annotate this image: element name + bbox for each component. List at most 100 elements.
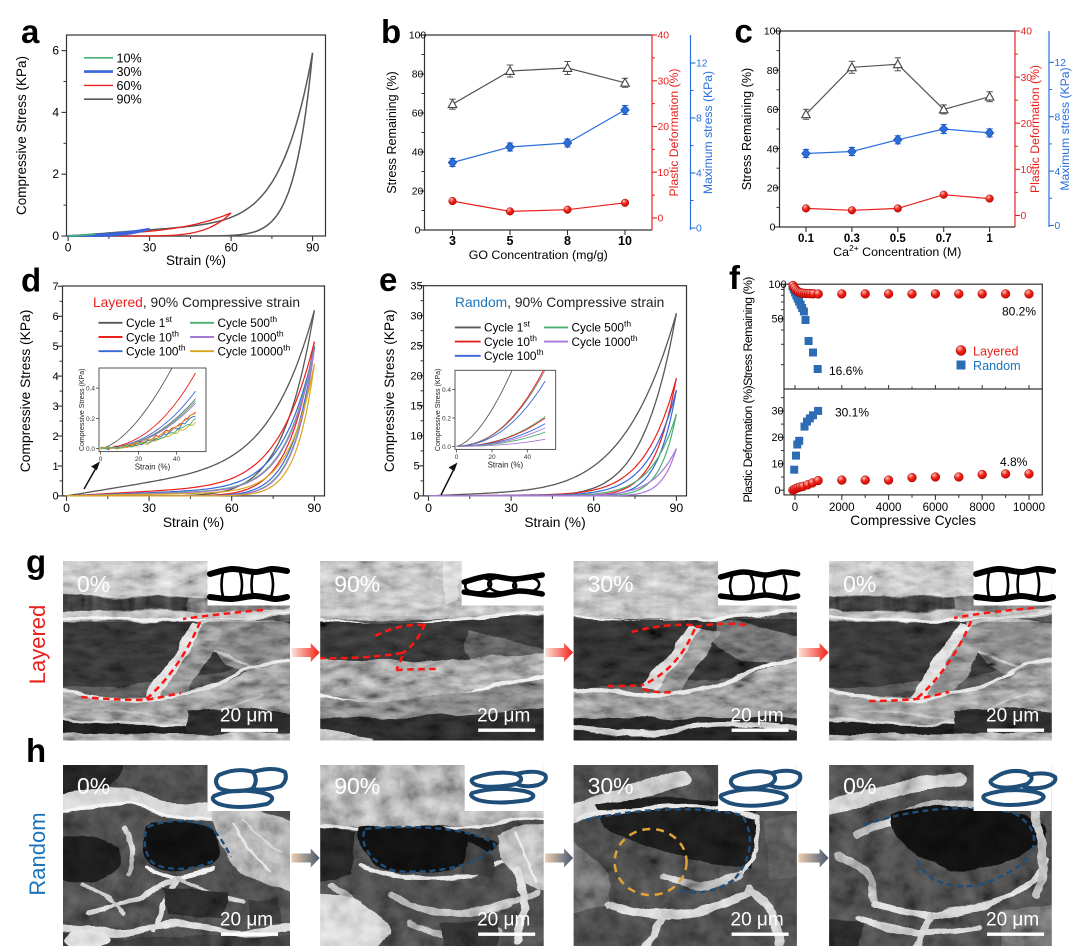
svg-text:Layered: Layered (25, 605, 50, 685)
svg-text:Plastic Deformation (%): Plastic Deformation (%) (667, 68, 681, 196)
svg-text:20 μm: 20 μm (477, 706, 530, 727)
svg-text:30: 30 (410, 311, 422, 323)
svg-text:20 μm: 20 μm (731, 706, 784, 727)
svg-text:Cycle 10th: Cycle 10th (484, 333, 537, 349)
svg-text:5: 5 (52, 341, 58, 353)
svg-text:0.7: 0.7 (936, 233, 952, 245)
svg-text:Compressive Cycles: Compressive Cycles (850, 513, 976, 528)
svg-text:30%: 30% (588, 773, 634, 799)
svg-text:30.1%: 30.1% (835, 406, 869, 420)
svg-text:6: 6 (52, 311, 58, 323)
svg-text:0.3: 0.3 (844, 233, 860, 245)
svg-text:Stress Remaining (%): Stress Remaining (%) (385, 71, 399, 193)
svg-text:5: 5 (507, 234, 514, 248)
svg-text:5: 5 (413, 461, 419, 473)
svg-text:Strain (%): Strain (%) (488, 460, 524, 469)
svg-text:90%: 90% (334, 571, 380, 597)
svg-text:Compressive Stress (KPa): Compressive Stress (KPa) (14, 56, 29, 215)
svg-text:h: h (26, 732, 46, 769)
svg-text:Plastic Deformation (%)Stress: Plastic Deformation (%)Stress Remaining … (741, 277, 755, 503)
svg-text:80: 80 (767, 66, 779, 77)
svg-text:30: 30 (1021, 73, 1033, 84)
svg-text:30%: 30% (588, 571, 634, 597)
svg-text:0: 0 (65, 241, 72, 255)
svg-text:8: 8 (564, 234, 571, 248)
svg-text:10000: 10000 (1013, 502, 1045, 514)
svg-text:Cycle 1000th: Cycle 1000th (572, 333, 638, 349)
svg-text:Cycle 1000th: Cycle 1000th (218, 328, 284, 344)
svg-text:0: 0 (1055, 221, 1061, 232)
svg-text:0: 0 (696, 224, 702, 235)
svg-text:16.6%: 16.6% (829, 364, 863, 378)
svg-text:0: 0 (52, 491, 58, 503)
svg-text:Cycle 1st: Cycle 1st (484, 319, 531, 335)
svg-text:60: 60 (225, 501, 239, 515)
svg-text:3: 3 (449, 234, 456, 248)
svg-text:4.8%: 4.8% (1000, 455, 1028, 469)
svg-text:Maximum stress (KPa): Maximum stress (KPa) (701, 71, 715, 194)
svg-text:60: 60 (412, 109, 424, 120)
svg-text:10: 10 (658, 168, 670, 179)
svg-text:100: 100 (768, 279, 786, 291)
svg-text:8: 8 (696, 114, 702, 125)
svg-text:90%: 90% (117, 93, 142, 107)
svg-text:0: 0 (455, 454, 459, 461)
svg-text:7: 7 (52, 281, 58, 293)
svg-text:60: 60 (587, 501, 601, 515)
svg-text:80: 80 (412, 70, 424, 81)
svg-text:40: 40 (658, 31, 670, 42)
svg-text:Cycle 10th: Cycle 10th (126, 328, 179, 344)
svg-text:90%: 90% (334, 773, 380, 799)
svg-text:12: 12 (696, 59, 708, 70)
svg-text:20: 20 (410, 371, 422, 383)
svg-text:0: 0 (658, 214, 664, 225)
svg-text:Compressive Stress (KPa): Compressive Stress (KPa) (382, 310, 397, 473)
svg-text:c: c (735, 13, 753, 50)
svg-text:Random: Random (973, 359, 1021, 373)
svg-text:Compressive Stress (KPa): Compressive Stress (KPa) (18, 310, 33, 473)
svg-text:20 μm: 20 μm (986, 910, 1039, 931)
svg-text:40: 40 (1021, 27, 1033, 38)
svg-text:g: g (26, 543, 46, 580)
svg-text:Cycle 10000th: Cycle 10000th (218, 343, 291, 359)
svg-text:Ca2+ Concentration (M): Ca2+ Concentration (M) (833, 243, 961, 259)
svg-text:10: 10 (618, 234, 632, 248)
svg-text:15: 15 (410, 401, 422, 413)
svg-text:Plastic Deformation (%): Plastic Deformation (%) (1028, 65, 1042, 193)
svg-text:25: 25 (410, 341, 422, 353)
svg-text:20: 20 (1021, 119, 1033, 130)
svg-text:Random, 90% Compressive strain: Random, 90% Compressive strain (455, 295, 664, 310)
svg-text:6: 6 (52, 44, 59, 58)
svg-text:90: 90 (670, 501, 684, 515)
svg-text:0.4: 0.4 (442, 387, 451, 394)
svg-text:0.4: 0.4 (86, 386, 95, 393)
svg-text:30%: 30% (117, 65, 142, 79)
svg-text:2000: 2000 (829, 502, 855, 514)
svg-text:Compressive Stress (KPa): Compressive Stress (KPa) (79, 369, 86, 451)
svg-text:0: 0 (63, 501, 70, 515)
svg-text:0.2: 0.2 (86, 416, 95, 423)
svg-text:20 μm: 20 μm (986, 706, 1039, 727)
svg-text:40: 40 (767, 144, 779, 155)
svg-text:6000: 6000 (923, 502, 949, 514)
svg-text:Stress Remaining (%): Stress Remaining (%) (740, 68, 754, 190)
svg-text:0: 0 (52, 229, 59, 243)
svg-text:a: a (21, 13, 40, 50)
svg-text:20 μm: 20 μm (731, 910, 784, 931)
svg-text:d: d (21, 262, 41, 299)
svg-text:20 μm: 20 μm (477, 910, 530, 931)
svg-text:20: 20 (135, 456, 143, 463)
svg-text:0: 0 (413, 491, 419, 503)
svg-text:30: 30 (658, 76, 670, 87)
svg-text:10: 10 (771, 459, 783, 471)
svg-text:0: 0 (415, 226, 421, 237)
svg-text:20: 20 (412, 187, 424, 198)
svg-text:0: 0 (425, 501, 432, 515)
svg-text:0: 0 (99, 456, 103, 463)
svg-text:40: 40 (524, 454, 532, 461)
svg-text:Cycle 100th: Cycle 100th (126, 343, 186, 359)
svg-text:0: 0 (770, 223, 776, 234)
svg-text:0.2: 0.2 (442, 416, 451, 423)
svg-text:1: 1 (986, 233, 993, 245)
svg-text:30: 30 (771, 406, 783, 418)
